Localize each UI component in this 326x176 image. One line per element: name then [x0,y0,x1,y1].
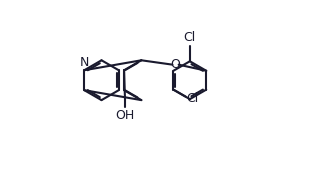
Text: N: N [80,55,89,68]
Text: O: O [170,58,181,71]
Text: OH: OH [115,109,135,122]
Text: Cl: Cl [186,92,199,105]
Text: Cl: Cl [184,31,196,44]
